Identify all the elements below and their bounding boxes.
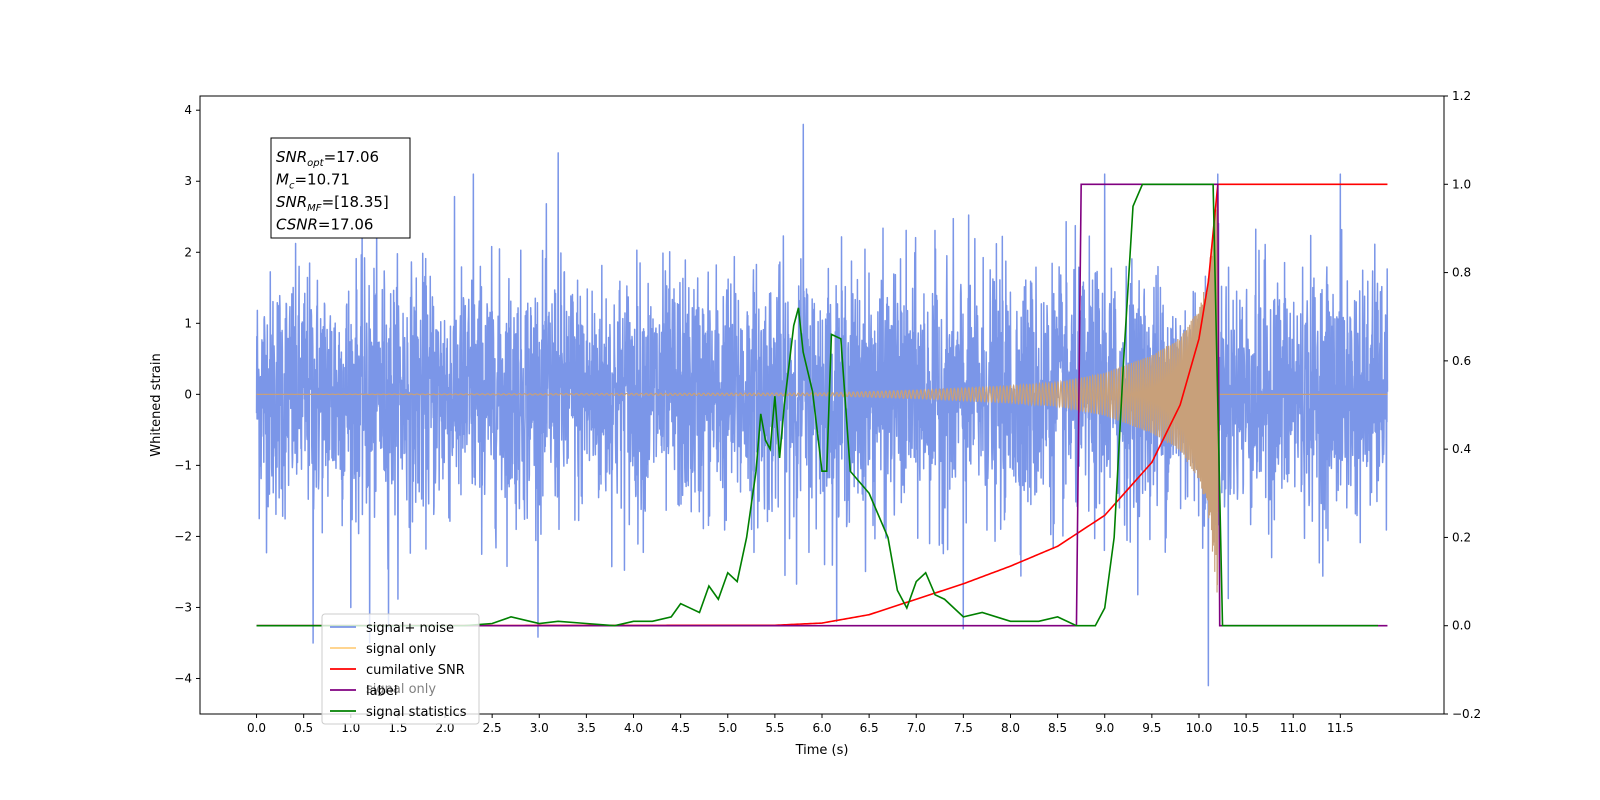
y2-tick-label: 0.4 — [1452, 442, 1471, 456]
x-tick-label: 10.5 — [1233, 721, 1260, 735]
y2-tick-label: 0.8 — [1452, 266, 1471, 280]
y-axis: −4 −3 −2 −1 0 1 2 3 4 — [174, 103, 200, 685]
x-tick-label: 8.0 — [1001, 721, 1020, 735]
y2-tick-label: 0.0 — [1452, 619, 1471, 633]
legend-faded-text: signal only — [366, 682, 436, 697]
series-layer — [255, 123, 1389, 687]
annotation-line: Mc=10.71 — [276, 171, 350, 192]
y-tick-label: −3 — [174, 600, 192, 614]
x-tick-label: 9.0 — [1095, 721, 1114, 735]
y-tick-label: 4 — [184, 103, 192, 117]
y2-tick-label: 1.2 — [1452, 89, 1471, 103]
y-tick-label: −1 — [174, 458, 192, 472]
x-tick-label: 4.5 — [671, 721, 690, 735]
x-tick-label: 7.0 — [907, 721, 926, 735]
x-tick-label: 4.0 — [624, 721, 643, 735]
annotation-frame — [270, 137, 411, 239]
y2-axis: −0.2 0.0 0.2 0.4 0.6 0.8 1.0 1.2 — [1444, 89, 1481, 721]
annotation-line: CSNR=17.06 — [276, 216, 373, 234]
x-tick-label: 6.0 — [812, 721, 831, 735]
legend: signal only signal+ noise signal only cumil… — [321, 613, 480, 725]
x-tick-label: 5.0 — [718, 721, 737, 735]
x-tick-label: 10.0 — [1186, 721, 1213, 735]
x-tick-label: 3.0 — [530, 721, 549, 735]
series-signal-statistics — [256, 183, 1379, 627]
x-tick-label: 6.5 — [860, 721, 879, 735]
x-tick-label: 5.5 — [765, 721, 784, 735]
series-signal-only — [256, 189, 1388, 593]
annotation-line: SNRMF=[18.35] — [276, 193, 389, 214]
y2-tick-label: 1.0 — [1452, 177, 1471, 191]
legend-frame — [321, 613, 480, 725]
x-tick-label: 0.5 — [294, 721, 313, 735]
legend-label: signal statistics — [366, 705, 467, 720]
y-tick-label: 1 — [184, 316, 192, 330]
y2-tick-label: 0.6 — [1452, 354, 1471, 368]
y-tick-label: 0 — [184, 387, 192, 401]
x-tick-label: 11.0 — [1280, 721, 1307, 735]
x-tick-label: 8.5 — [1048, 721, 1067, 735]
legend-label: label — [366, 684, 397, 699]
x-tick-label: 9.5 — [1142, 721, 1161, 735]
legend-label: signal+ noise — [366, 621, 454, 636]
x-axis-label: Time (s) — [795, 743, 849, 758]
x-tick-label: 0.0 — [247, 721, 266, 735]
x-tick-label: 11.5 — [1327, 721, 1354, 735]
y-tick-label: 2 — [184, 245, 192, 259]
annotation-line: SNRopt=17.06 — [276, 148, 379, 169]
x-tick-label: 2.5 — [483, 721, 502, 735]
legend-label: cumilative SNR — [366, 663, 465, 678]
y2-tick-label: −0.2 — [1452, 707, 1481, 721]
x-tick-label: 3.5 — [577, 721, 596, 735]
legend-label: signal only — [366, 642, 436, 657]
y-axis-label: Whitened strain — [149, 353, 164, 456]
x-tick-label: 7.5 — [954, 721, 973, 735]
y2-tick-label: 0.2 — [1452, 530, 1471, 544]
y-tick-label: −4 — [174, 671, 192, 685]
y-tick-label: 3 — [184, 174, 192, 188]
y-tick-label: −2 — [174, 529, 192, 543]
